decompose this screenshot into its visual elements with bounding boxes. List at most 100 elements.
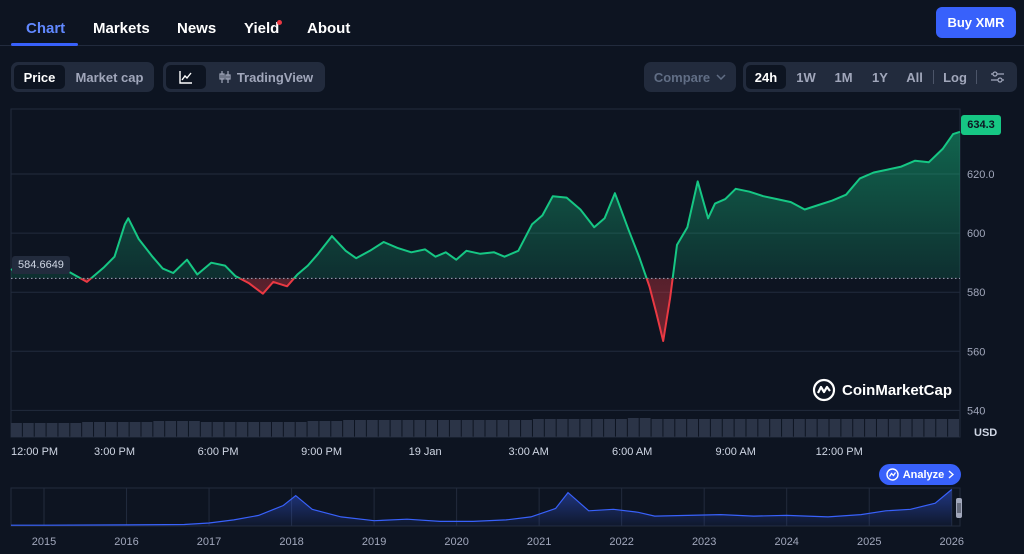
coinmarketcap-watermark: CoinMarketCap xyxy=(812,377,952,403)
tab-chart[interactable]: Chart xyxy=(26,20,66,37)
volume-bar xyxy=(592,419,604,437)
compare-dropdown[interactable]: Compare xyxy=(644,62,736,92)
tab-markets[interactable]: Markets xyxy=(93,20,150,37)
y-tick-label: 600 xyxy=(967,228,985,240)
watermark-text: CoinMarketCap xyxy=(842,381,953,399)
navigator-year-label: 2023 xyxy=(692,536,716,548)
buy-xmr-button[interactable]: Buy XMR xyxy=(936,7,1016,38)
volume-bar xyxy=(746,419,758,437)
analyze-button[interactable]: Analyze xyxy=(879,464,961,485)
volume-bars xyxy=(11,418,959,437)
range-24h[interactable]: 24h xyxy=(746,65,786,89)
volume-bar xyxy=(829,419,841,437)
volume-bar xyxy=(105,422,117,437)
drag-handle-icon xyxy=(957,503,961,513)
candlestick-icon xyxy=(219,71,231,83)
volume-bar xyxy=(722,419,734,437)
volume-bar xyxy=(224,422,236,437)
volume-bar xyxy=(94,422,105,437)
navigator-handle[interactable] xyxy=(956,498,962,518)
log-scale-toggle[interactable]: Log xyxy=(943,69,967,85)
y-tick-label: 560 xyxy=(967,346,985,358)
volume-bar xyxy=(236,422,248,437)
line-chart-button[interactable] xyxy=(166,65,206,89)
market-cap-toggle[interactable]: Market cap xyxy=(75,69,144,85)
top-navigation: Chart Markets News Yield About xyxy=(0,0,1024,46)
y-tick-label: 540 xyxy=(967,405,985,417)
navigator-year-label: 2018 xyxy=(279,536,303,548)
volume-bar xyxy=(461,420,473,437)
volume-bar xyxy=(936,419,948,437)
volume-bar xyxy=(58,423,70,437)
volume-bar xyxy=(34,423,46,437)
volume-bar xyxy=(651,419,663,437)
volume-bar xyxy=(924,419,936,437)
volume-bar xyxy=(165,421,177,437)
volume-bar xyxy=(532,419,544,437)
x-tick-label: 12:00 PM xyxy=(816,446,863,458)
chevron-down-icon xyxy=(716,74,726,80)
volume-bar xyxy=(283,422,295,437)
navigator-year-label: 2015 xyxy=(32,536,56,548)
toolbar-divider xyxy=(976,70,977,84)
volume-bar xyxy=(141,422,153,437)
analyze-icon xyxy=(886,468,899,481)
coinmarketcap-logo-icon xyxy=(812,378,836,402)
volume-bar xyxy=(366,420,378,437)
volume-bar xyxy=(11,423,22,437)
volume-bar xyxy=(402,420,414,437)
volume-bar xyxy=(485,420,497,437)
active-tab-indicator xyxy=(11,43,78,46)
volume-bar xyxy=(295,422,307,437)
x-tick-label: 12:00 PM xyxy=(11,446,58,458)
price-chart[interactable]: 620.0 600 580 560 540 12:00 PM 3:00 PM 6:00 PM… xyxy=(0,100,1024,464)
range-1w[interactable]: 1W xyxy=(796,69,816,85)
volume-bar xyxy=(568,419,580,437)
tab-yield[interactable]: Yield xyxy=(244,20,280,37)
navigator-year-label: 2024 xyxy=(774,536,798,548)
tradingview-button[interactable]: TradingView xyxy=(213,65,319,89)
volume-bar xyxy=(782,419,793,437)
volume-bar xyxy=(865,419,876,437)
x-tick-label: 6:00 AM xyxy=(612,446,652,458)
price-line-up xyxy=(10,130,961,279)
volume-bar xyxy=(758,419,770,437)
volume-bar xyxy=(414,420,426,437)
tab-about[interactable]: About xyxy=(307,20,351,37)
range-navigator[interactable]: 2015 2016 2017 2018 2019 2020 2021 2022 2023 2024… xyxy=(0,486,1024,554)
volume-bar xyxy=(307,421,319,437)
tab-news[interactable]: News xyxy=(177,20,217,37)
open-price-badge: 584.6649 xyxy=(12,256,70,274)
chart-settings-button[interactable] xyxy=(981,65,1013,89)
chart-style-toggle: TradingView xyxy=(163,62,325,92)
volume-bar xyxy=(687,419,699,437)
volume-bar xyxy=(212,422,224,437)
range-1m[interactable]: 1M xyxy=(834,69,853,85)
navigator-line xyxy=(11,489,953,526)
volume-bar xyxy=(378,420,390,437)
volume-bar xyxy=(177,421,188,437)
volume-bar xyxy=(912,419,924,437)
navigator-year-label: 2020 xyxy=(444,536,468,548)
navigator-year-label: 2025 xyxy=(857,536,881,548)
chevron-right-icon xyxy=(948,470,955,479)
range-all[interactable]: All xyxy=(906,69,923,85)
volume-bar xyxy=(497,420,509,437)
volume-bar xyxy=(817,419,829,437)
volume-bar xyxy=(129,422,141,437)
volume-bar xyxy=(805,419,817,437)
volume-bar xyxy=(639,418,651,437)
volume-bar xyxy=(627,418,639,437)
y-tick-label: 620.0 xyxy=(967,169,995,181)
range-1y[interactable]: 1Y xyxy=(872,69,888,85)
volume-bar xyxy=(793,419,805,437)
price-toggle[interactable]: Price xyxy=(14,65,65,89)
volume-bar xyxy=(675,419,687,437)
volume-bar xyxy=(271,422,283,437)
toolbar-divider xyxy=(933,70,934,84)
volume-bar xyxy=(200,422,212,437)
volume-bar xyxy=(355,420,366,437)
navigator-year-label: 2021 xyxy=(527,536,551,548)
volume-bar xyxy=(343,420,355,437)
volume-bar xyxy=(248,422,260,437)
